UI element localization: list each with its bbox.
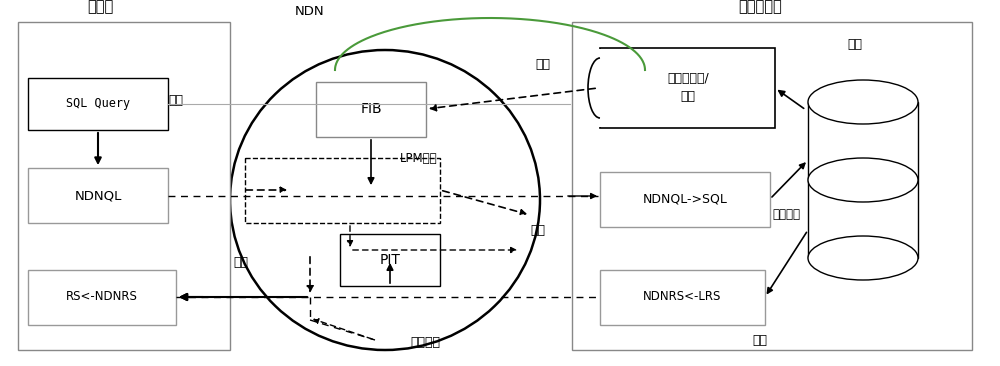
Bar <box>572 22 972 350</box>
Bar <box>600 48 775 128</box>
Text: RS<-NDNRS: RS<-NDNRS <box>66 291 138 303</box>
Text: 本地查询: 本地查询 <box>772 209 800 221</box>
Text: NDNRS<-LRS: NDNRS<-LRS <box>643 291 721 303</box>
Text: PIT: PIT <box>380 253 400 267</box>
Text: 响应: 响应 <box>753 333 768 347</box>
Bar <box>28 168 168 223</box>
Text: 聚合: 聚合 <box>233 255 248 269</box>
Ellipse shape <box>808 80 918 124</box>
Bar <box>245 158 440 223</box>
Text: 抽取: 抽取 <box>848 37 862 51</box>
Text: 客户端: 客户端 <box>87 0 113 14</box>
Text: 转换: 转换 <box>168 93 183 107</box>
Text: 组播: 组播 <box>530 224 545 236</box>
Bar <box>597 49 613 127</box>
Bar <box>600 270 765 325</box>
Bar <box>316 82 426 137</box>
Text: 层次化命名/
前缀: 层次化命名/ 前缀 <box>667 72 709 104</box>
Text: 通告: 通告 <box>535 59 550 71</box>
Text: SQL Query: SQL Query <box>66 97 130 111</box>
Bar <box>28 270 176 325</box>
Bar <box>340 234 440 286</box>
Text: NDNQL->SQL: NDNQL->SQL <box>643 193 727 205</box>
Text: NDNQL: NDNQL <box>74 190 122 202</box>
Bar <box>600 172 770 227</box>
Text: NDN: NDN <box>295 5 325 18</box>
Text: 长期数据
库: 长期数据 库 <box>850 178 876 202</box>
Text: FIB: FIB <box>360 102 382 116</box>
Text: LPM匹配: LPM匹配 <box>400 152 438 165</box>
Ellipse shape <box>808 236 918 280</box>
Ellipse shape <box>808 158 918 202</box>
Text: 原路返回: 原路返回 <box>410 336 440 348</box>
Bar <box>18 22 230 350</box>
Text: 数据服务器: 数据服务器 <box>738 0 782 14</box>
Bar <box>808 102 918 258</box>
Bar <box>28 78 168 130</box>
